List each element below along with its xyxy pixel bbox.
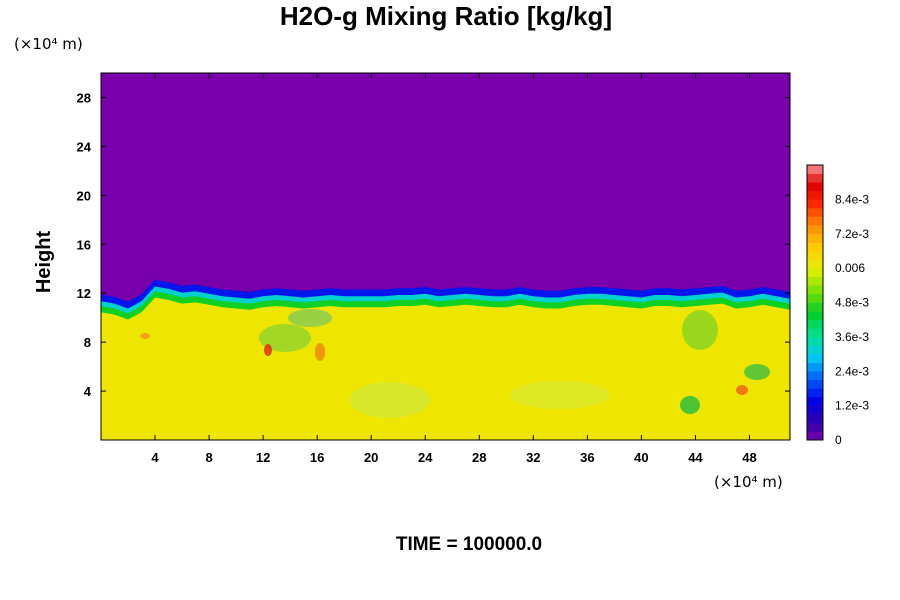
colorbar-swatch xyxy=(807,405,823,415)
colorbar-swatch xyxy=(807,345,823,355)
colorbar-tick-label: 4.8e-3 xyxy=(835,296,869,310)
time-footer: TIME = 100000.0 xyxy=(396,534,542,555)
colorbar-swatch xyxy=(807,250,823,260)
colorbar-tick-labels: 0 1.2e-3 2.4e-3 3.6e-3 4.8e-3 0.006 7.2e-3 8.4e… xyxy=(835,192,869,447)
x-tick-label: 36 xyxy=(580,450,594,465)
y-tick-label: 28 xyxy=(77,90,91,105)
y-axis-ticks: 4 8 12 16 20 24 28 xyxy=(77,90,790,399)
colorbar-swatch xyxy=(807,319,823,329)
x-tick-label: 8 xyxy=(205,450,212,465)
colorbar-swatch xyxy=(807,328,823,338)
colorbar-swatch xyxy=(807,199,823,209)
colorbar-swatch xyxy=(807,242,823,252)
colorbar-swatch xyxy=(807,190,823,200)
colorbar-tick-label: 8.4e-3 xyxy=(835,192,869,206)
y-tick-label: 12 xyxy=(77,286,91,301)
moist-anomaly-feature xyxy=(736,385,748,395)
x-tick-label: 28 xyxy=(472,450,486,465)
x-tick-label: 48 xyxy=(742,450,756,465)
moist-plume-feature xyxy=(350,382,430,418)
x-axis-ticks: 4 8 12 16 20 24 28 32 36 40 44 48 xyxy=(151,73,757,465)
x-tick-label: 16 xyxy=(310,450,324,465)
colorbar-swatch xyxy=(807,379,823,389)
y-axis-label: Height xyxy=(33,231,55,294)
colorbar-swatch xyxy=(807,422,823,432)
colorbar: 0 1.2e-3 2.4e-3 3.6e-3 4.8e-3 0.006 7.2e-3 8.4e… xyxy=(806,164,869,447)
colorbar-swatch xyxy=(807,302,823,312)
y-axis-unit-label: (×10⁴ m) xyxy=(14,35,83,53)
y-tick-label: 20 xyxy=(77,188,91,203)
colorbar-swatch xyxy=(807,276,823,286)
colorbar-swatch xyxy=(807,173,823,183)
colorbar-swatch xyxy=(807,336,823,346)
colorbar-swatch xyxy=(807,216,823,226)
moist-plume-feature xyxy=(510,381,610,409)
y-tick-label: 8 xyxy=(84,335,91,350)
colorbar-swatch xyxy=(807,414,823,424)
chart-title: H2O-g Mixing Ratio [kg/kg] xyxy=(280,1,612,31)
colorbar-tick-label: 7.2e-3 xyxy=(835,227,869,241)
colorbar-swatches xyxy=(807,165,823,441)
colorbar-swatch xyxy=(807,293,823,303)
moist-plume-feature xyxy=(682,310,718,350)
colorbar-tick-label: 0.006 xyxy=(835,261,865,275)
colorbar-swatch xyxy=(807,388,823,398)
moist-anomaly-feature xyxy=(315,343,325,361)
x-tick-label: 4 xyxy=(151,450,159,465)
colorbar-swatch xyxy=(807,362,823,372)
colorbar-swatch xyxy=(807,354,823,363)
colorbar-swatch xyxy=(807,285,823,295)
y-tick-label: 16 xyxy=(77,237,91,252)
colorbar-swatch xyxy=(807,165,823,174)
colorbar-frame xyxy=(806,164,824,441)
x-tick-label: 12 xyxy=(256,450,270,465)
plot-frame xyxy=(100,72,791,441)
colorbar-swatch xyxy=(807,259,823,269)
x-tick-label: 40 xyxy=(634,450,648,465)
moist-plume-feature xyxy=(288,309,332,327)
colorbar-swatch xyxy=(807,233,823,243)
y-tick-label: 24 xyxy=(77,139,92,154)
colorbar-swatch xyxy=(807,182,823,192)
x-tick-label: 32 xyxy=(526,450,540,465)
colorbar-tick-label: 1.2e-3 xyxy=(835,399,869,413)
colorbar-swatch xyxy=(807,311,823,320)
moist-plume-feature xyxy=(744,364,770,380)
colorbar-swatch xyxy=(807,207,823,217)
moist-plume-feature xyxy=(680,396,700,414)
colorbar-tick-label: 0 xyxy=(835,433,842,447)
colorbar-tick-label: 2.4e-3 xyxy=(835,364,869,378)
colorbar-swatch xyxy=(807,225,823,235)
colorbar-swatch xyxy=(807,397,823,406)
x-tick-label: 20 xyxy=(364,450,378,465)
x-tick-label: 24 xyxy=(418,450,433,465)
colorbar-swatch xyxy=(807,431,823,441)
moist-anomaly-feature xyxy=(264,344,272,356)
colorbar-swatch xyxy=(807,268,823,278)
colorbar-tick-label: 3.6e-3 xyxy=(835,330,869,344)
x-tick-label: 44 xyxy=(688,450,703,465)
y-tick-label: 4 xyxy=(84,384,92,399)
moist-anomaly-feature xyxy=(140,333,150,339)
x-axis-unit-label: (×10⁴ m) xyxy=(714,473,783,491)
colorbar-swatch xyxy=(807,371,823,381)
moist-plume-feature xyxy=(259,324,311,352)
